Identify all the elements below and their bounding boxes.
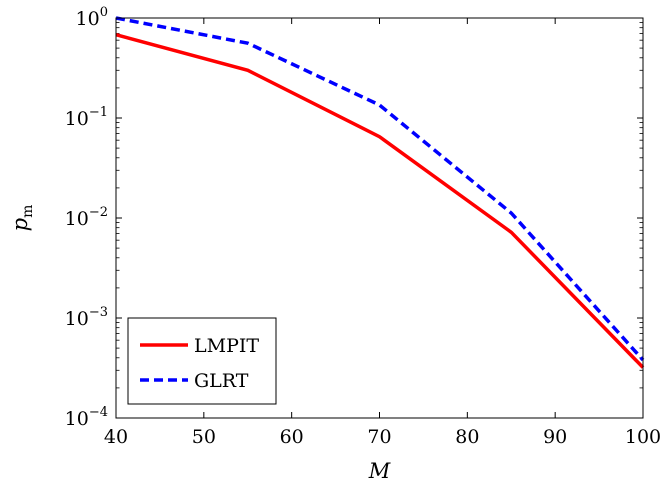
y-axis-label: pm	[8, 205, 36, 232]
x-tick-label: 80	[455, 426, 479, 448]
plot-frame	[115, 17, 644, 419]
x-tick-label: 100	[625, 426, 661, 448]
series-line-glrt	[115, 16, 645, 362]
y-tick-label: 10−4	[65, 405, 108, 430]
x-tick-label: 60	[280, 426, 304, 448]
legend: LMPIT GLRT	[127, 317, 277, 405]
y-tick-label: 10−1	[65, 105, 108, 130]
legend-label-lmpit: LMPIT	[194, 335, 259, 357]
y-tick-label: 10−3	[65, 305, 108, 330]
x-tick-label: 90	[543, 426, 567, 448]
x-axis-label: M	[368, 459, 391, 483]
x-tick-labels: 40 50 60 70 80 90 100	[104, 426, 661, 448]
x-tick-label: 70	[367, 426, 391, 448]
y-tick-label: 10−2	[65, 205, 108, 230]
y-axis-label-sub: m	[20, 205, 36, 218]
series-layer	[115, 16, 645, 369]
x-tick-label: 50	[192, 426, 216, 448]
y-tick-label: 100	[76, 5, 108, 30]
y-axis-label-main: p	[8, 218, 32, 231]
legend-box	[127, 317, 277, 405]
x-tick-label: 40	[104, 426, 128, 448]
series-line-lmpit	[115, 33, 645, 369]
legend-label-glrt: GLRT	[194, 370, 249, 392]
y-tick-labels: 100 10−1 10−2 10−3 10−4	[65, 5, 108, 430]
